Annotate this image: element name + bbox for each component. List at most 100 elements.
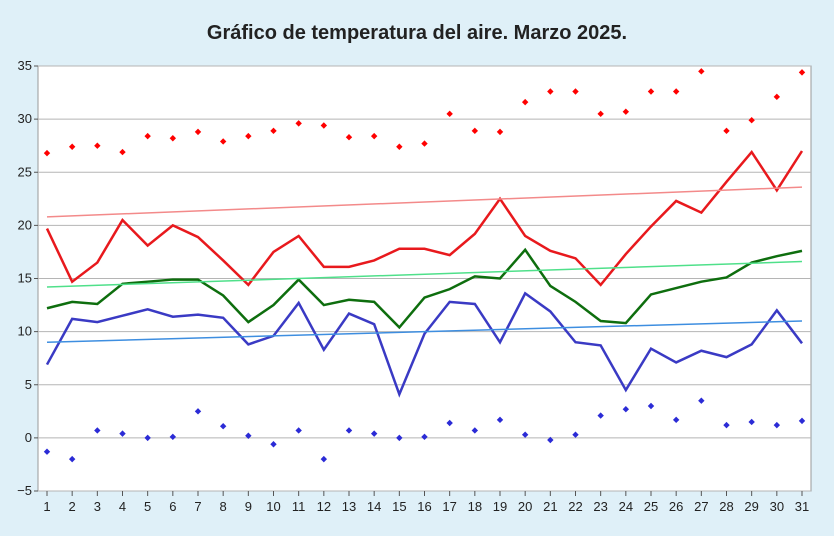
x-tick-label: 6 [169,499,176,514]
data-point [320,455,328,463]
x-tick-label: 28 [719,499,733,514]
data-point [245,432,252,439]
x-tick-label: 3 [94,499,101,514]
data-point [723,127,730,135]
data-point [748,116,755,124]
x-tick-label: 4 [119,499,126,514]
data-point [169,433,177,441]
data-point [295,427,302,434]
data-point [471,127,479,135]
data-point [219,138,227,145]
x-tick-label: 26 [669,499,683,514]
data-point [471,427,479,434]
data-point [698,68,705,75]
x-tick-label: 27 [694,499,708,514]
data-point [698,397,705,404]
x-tick-label: 9 [245,499,252,514]
x-tick-label: 10 [266,499,280,514]
data-point [194,408,202,415]
data-point [622,405,630,413]
data-point [446,110,453,118]
data-point [672,416,680,424]
y-tick-label: 10 [18,324,32,339]
data-point [320,122,328,129]
x-tick-label: 12 [317,499,331,514]
y-tick-label: 5 [25,377,32,392]
data-point [270,127,277,135]
data-point [245,132,252,140]
data-point [144,132,151,140]
data-point [119,430,126,437]
data-point [547,88,554,95]
data-point [169,135,177,142]
data-point [496,416,504,424]
data-point [647,88,655,95]
series-line-3 [46,247,803,330]
y-tick-label: 35 [18,58,32,73]
data-point [572,88,579,95]
x-tick-label: 2 [69,499,76,514]
data-point [421,140,428,147]
x-tick-label: 13 [342,499,356,514]
x-tick-label: 30 [770,499,784,514]
data-point [446,419,453,427]
data-point [219,422,227,430]
data-point [672,88,680,95]
x-tick-label: 7 [194,499,201,514]
y-tick-label: 0 [25,430,32,445]
trend-line-4 [46,260,803,288]
x-tick-label: 29 [744,499,758,514]
data-point [94,142,101,149]
y-tick-label: 15 [18,271,32,286]
x-tick-label: 16 [417,499,431,514]
x-tick-label: 18 [468,499,482,514]
x-tick-label: 19 [493,499,507,514]
data-point [144,434,151,442]
y-tick-label: 30 [18,111,32,126]
x-tick-label: 8 [220,499,227,514]
data-point [496,128,504,136]
data-point [396,434,403,442]
x-tick-label: 22 [568,499,582,514]
trend-line-6 [46,320,803,343]
data-point [773,93,781,101]
x-tick-label: 31 [795,499,809,514]
data-point [370,430,378,437]
data-point [798,69,806,76]
chart-title: Gráfico de temperatura del aire. Marzo 2… [206,22,628,44]
data-point [94,427,101,434]
x-tick-label: 14 [367,499,381,514]
data-point [723,421,730,429]
data-point [622,108,630,115]
data-point [345,427,353,434]
x-tick-label: 1 [43,499,50,514]
data-point [421,433,428,441]
data-point [270,441,277,448]
data-point [521,431,529,438]
data-point [295,120,302,127]
y-tick-label: −5 [17,483,32,498]
trend-line-2 [46,186,803,218]
x-tick-label: 23 [593,499,607,514]
data-point [773,421,781,429]
data-point [521,98,529,106]
x-tick-label: 5 [144,499,151,514]
x-tick-label: 25 [644,499,658,514]
data-point [370,132,378,140]
data-point [572,431,579,438]
x-tick-label: 15 [392,499,406,514]
data-point [68,143,76,150]
x-tick-label: 11 [292,499,306,514]
data-point [748,418,755,426]
data-point [396,143,403,150]
data-point [798,417,806,425]
series-line-1 [45,149,804,287]
data-point [647,402,655,410]
x-tick-label: 17 [442,499,456,514]
data-point [597,412,604,419]
data-point [43,149,51,157]
y-tick-label: 25 [18,164,32,179]
data-point [119,148,126,156]
